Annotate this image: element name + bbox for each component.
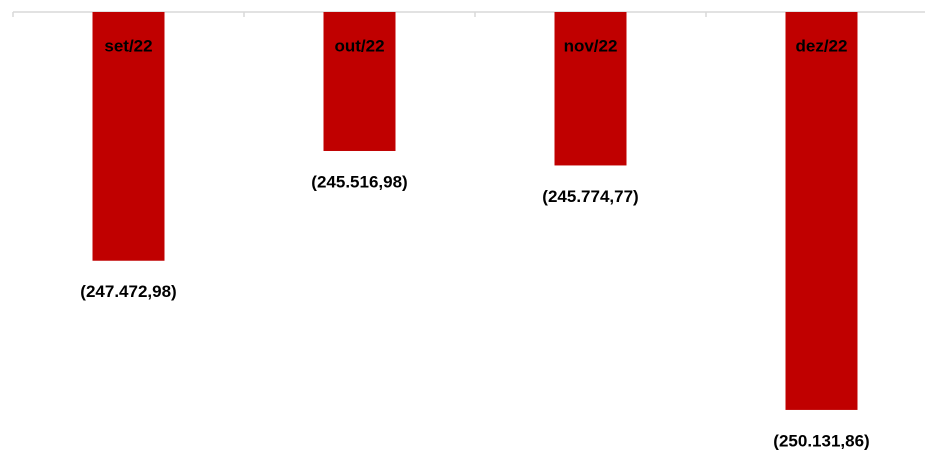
bar (92, 12, 165, 261)
x-tick-label: out/22 (334, 36, 384, 55)
data-label: (245.774,77) (542, 187, 638, 206)
bar (785, 12, 858, 410)
data-label: (247.472,98) (80, 282, 176, 301)
x-tick-label: nov/22 (564, 36, 618, 55)
x-tick-label: dez/22 (796, 36, 848, 55)
bar (323, 12, 396, 151)
data-label: (250.131,86) (773, 431, 869, 450)
bar (554, 12, 627, 166)
x-tick-label: set/22 (104, 36, 152, 55)
data-label: (245.516,98) (311, 172, 407, 191)
